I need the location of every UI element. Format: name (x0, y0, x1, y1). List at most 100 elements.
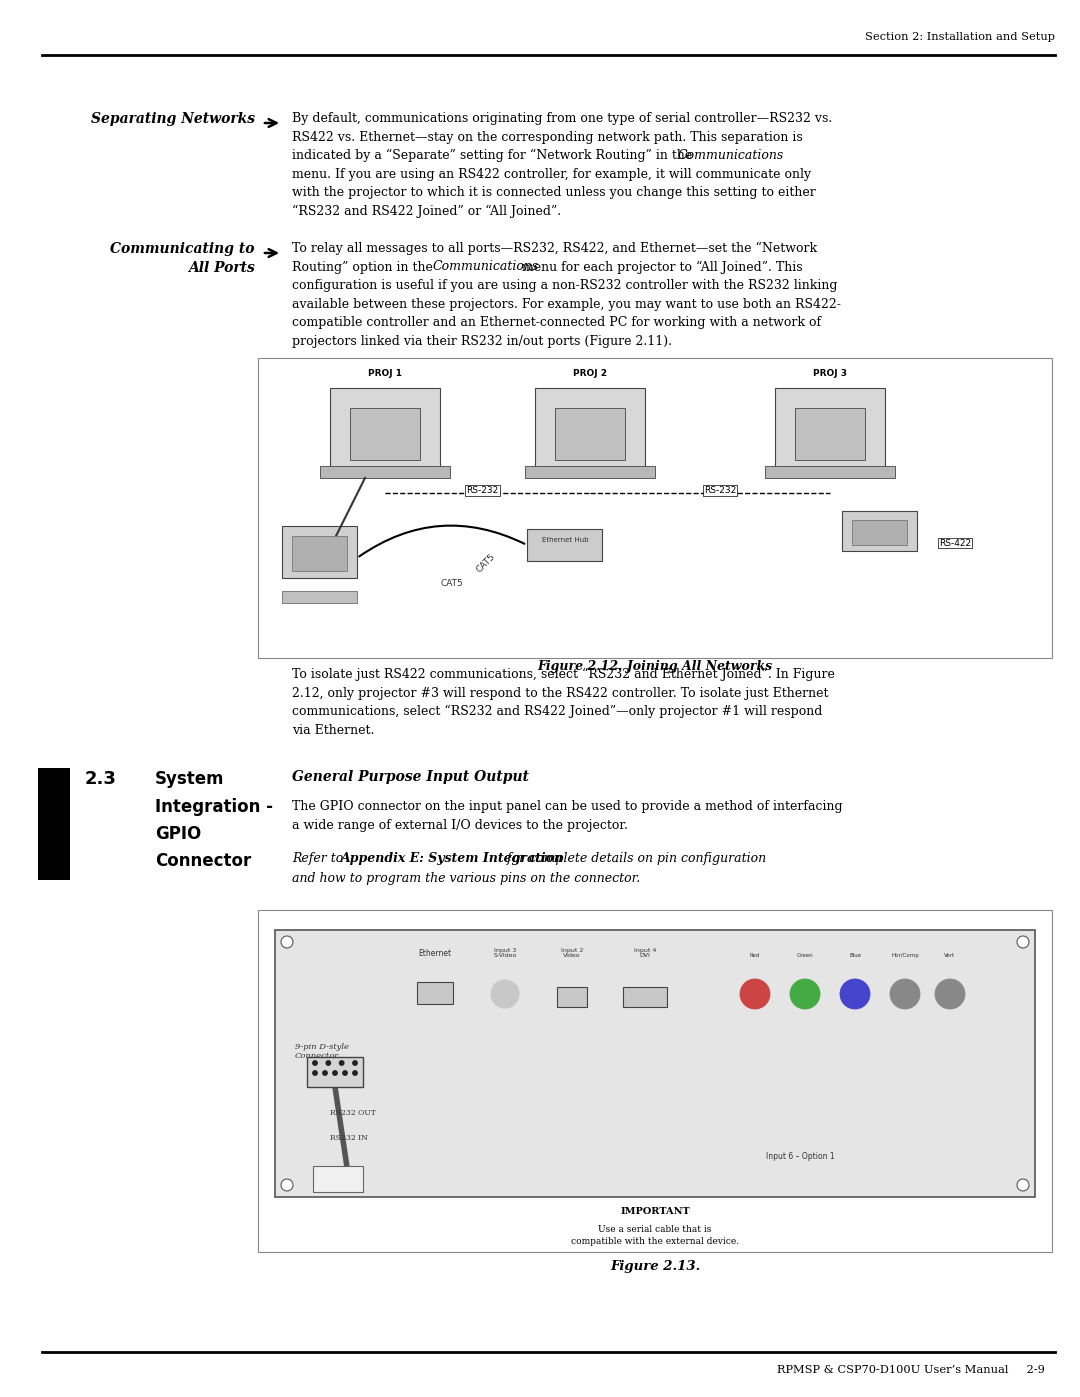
Text: Refer to: Refer to (292, 852, 348, 865)
Text: Figure 2.12. Joining All Networks: Figure 2.12. Joining All Networks (538, 659, 772, 673)
Text: PROJ 3: PROJ 3 (813, 369, 847, 379)
Circle shape (740, 979, 770, 1009)
Circle shape (333, 1070, 337, 1076)
Bar (258, 909, 1052, 1252)
Bar (330, 388, 440, 468)
Text: 9-pin D-style
Connector: 9-pin D-style Connector (295, 1044, 349, 1060)
Bar (527, 529, 602, 562)
Bar (258, 358, 1052, 658)
Text: System: System (156, 770, 225, 788)
Text: RS-422: RS-422 (939, 538, 971, 548)
Bar (282, 527, 357, 578)
Text: Communicating to: Communicating to (110, 242, 255, 256)
Circle shape (323, 1070, 327, 1076)
Text: Use a serial cable that is: Use a serial cable that is (598, 1225, 712, 1234)
Bar (282, 591, 357, 604)
Text: Blue: Blue (849, 953, 861, 958)
Text: All Ports: All Ports (188, 260, 255, 274)
Text: with the projector to which it is connected unless you change this setting to ei: with the projector to which it is connec… (292, 186, 815, 198)
Text: Communications: Communications (433, 260, 539, 274)
Text: Figure 2.13.: Figure 2.13. (610, 1260, 700, 1273)
Circle shape (1017, 936, 1029, 949)
Text: The GPIO connector on the input panel can be used to provide a method of interfa: The GPIO connector on the input panel ca… (292, 800, 842, 813)
Circle shape (353, 1060, 357, 1065)
Circle shape (281, 1179, 293, 1192)
Circle shape (353, 1070, 357, 1076)
Bar (557, 988, 588, 1007)
Text: Hor/Comp: Hor/Comp (891, 953, 919, 958)
Circle shape (789, 979, 820, 1009)
Text: General Purpose Input Output: General Purpose Input Output (292, 770, 529, 784)
Bar (307, 1058, 363, 1087)
Bar (417, 982, 453, 1004)
Text: CAT5: CAT5 (440, 578, 462, 588)
Text: RS-232: RS-232 (467, 486, 499, 495)
Text: Routing” option in the: Routing” option in the (292, 260, 437, 274)
Bar (775, 388, 885, 468)
Text: To relay all messages to all ports—RS232, RS422, and Ethernet—set the “Network: To relay all messages to all ports—RS232… (292, 242, 818, 256)
Text: for complete details on pin configuration: for complete details on pin configuratio… (502, 852, 766, 865)
Bar (320, 467, 450, 478)
Circle shape (342, 1070, 347, 1076)
Text: indicated by a “Separate” setting for “Network Routing” in the: indicated by a “Separate” setting for “N… (292, 148, 697, 162)
Text: Input 3
S-Video: Input 3 S-Video (494, 947, 516, 958)
Text: Ethernet Hub: Ethernet Hub (542, 536, 589, 543)
Text: 2.12, only projector #3 will respond to the RS422 controller. To isolate just Et: 2.12, only projector #3 will respond to … (292, 686, 828, 700)
Text: projectors linked via their RS232 in/out ports (Figure 2.11).: projectors linked via their RS232 in/out… (292, 334, 672, 348)
Text: communications, select “RS232 and RS422 Joined”—only projector #1 will respond: communications, select “RS232 and RS422 … (292, 704, 822, 718)
Text: available between these projectors. For example, you may want to use both an RS4: available between these projectors. For … (292, 298, 841, 310)
Text: RS-232: RS-232 (704, 486, 737, 495)
Bar (292, 536, 347, 571)
Bar (525, 467, 654, 478)
Text: compatible controller and an Ethernet-connected PC for working with a network of: compatible controller and an Ethernet-co… (292, 316, 821, 330)
Bar (555, 408, 625, 460)
Bar (535, 388, 645, 468)
Bar (623, 988, 667, 1007)
Text: Red: Red (750, 953, 760, 958)
Text: Connector: Connector (156, 852, 252, 870)
Text: Appendix E: System Integration: Appendix E: System Integration (340, 852, 564, 865)
Text: Vert: Vert (944, 953, 956, 958)
Text: and how to program the various pins on the connector.: and how to program the various pins on t… (292, 872, 640, 886)
Text: Integration -: Integration - (156, 798, 273, 816)
Text: via Ethernet.: via Ethernet. (292, 724, 375, 736)
Text: RS422 vs. Ethernet—stay on the corresponding network path. This separation is: RS422 vs. Ethernet—stay on the correspon… (292, 130, 802, 144)
Text: Separating Networks: Separating Networks (91, 112, 255, 126)
Text: Input 2
Video: Input 2 Video (561, 947, 583, 958)
Bar (38, 768, 70, 880)
Text: 2.3: 2.3 (85, 770, 117, 788)
Circle shape (890, 979, 920, 1009)
Text: Section 2: Installation and Setup: Section 2: Installation and Setup (865, 32, 1055, 42)
Text: RS232 IN: RS232 IN (330, 1134, 368, 1141)
Circle shape (339, 1060, 343, 1065)
Text: RS232 OUT: RS232 OUT (330, 1109, 376, 1118)
Circle shape (840, 979, 870, 1009)
Bar (852, 520, 907, 545)
Text: Green: Green (797, 953, 813, 958)
Text: GPIO: GPIO (156, 826, 201, 842)
Text: CAT5: CAT5 (475, 552, 498, 574)
Bar (842, 511, 917, 550)
Circle shape (313, 1060, 318, 1065)
Bar (275, 930, 1035, 1197)
Text: To isolate just RS422 communications, select “RS232 and Ethernet Joined”. In Fig: To isolate just RS422 communications, se… (292, 668, 835, 680)
Text: configuration is useful if you are using a non-RS232 controller with the RS232 l: configuration is useful if you are using… (292, 279, 837, 292)
Circle shape (491, 981, 519, 1009)
Circle shape (935, 979, 966, 1009)
Text: a wide range of external I/O devices to the projector.: a wide range of external I/O devices to … (292, 819, 627, 831)
Bar (795, 408, 865, 460)
Text: menu for each projector to “All Joined”. This: menu for each projector to “All Joined”.… (518, 260, 804, 274)
Text: “RS232 and RS422 Joined” or “All Joined”.: “RS232 and RS422 Joined” or “All Joined”… (292, 204, 562, 218)
Text: Ethernet: Ethernet (418, 949, 451, 958)
Text: By default, communications originating from one type of serial controller—RS232 : By default, communications originating f… (292, 112, 833, 124)
Circle shape (1017, 1179, 1029, 1192)
Circle shape (313, 1070, 318, 1076)
Text: PROJ 2: PROJ 2 (573, 369, 607, 379)
Bar (313, 1166, 363, 1192)
Bar (765, 467, 895, 478)
Circle shape (281, 936, 293, 949)
Text: compatible with the external device.: compatible with the external device. (571, 1236, 739, 1246)
Text: Input 4
DVI: Input 4 DVI (634, 947, 657, 958)
Circle shape (326, 1060, 330, 1065)
Text: PROJ 1: PROJ 1 (368, 369, 402, 379)
